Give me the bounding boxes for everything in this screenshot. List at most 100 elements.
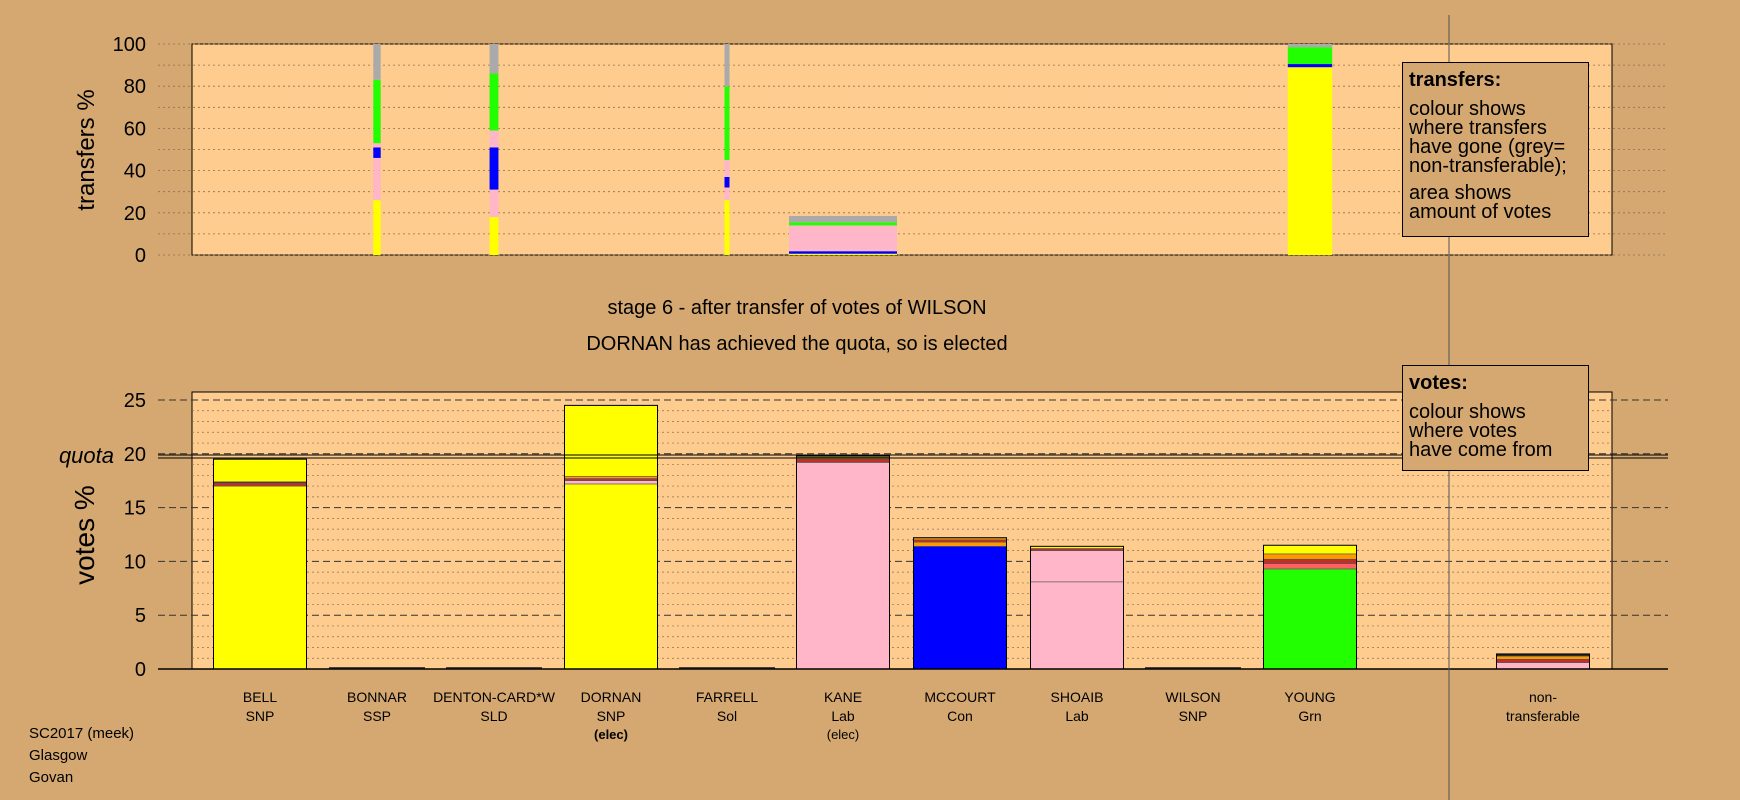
transfers-legend-line: where transfers	[1409, 117, 1547, 139]
transfer-segment	[489, 44, 499, 74]
candidate-name-label: KANE	[824, 689, 862, 705]
vote-segment	[1263, 568, 1357, 670]
transfer-segment	[724, 176, 730, 188]
quota-label: quota	[59, 443, 114, 468]
transfers-legend-line: area shows	[1409, 182, 1512, 204]
votes-plot-area	[191, 391, 1613, 670]
votes-y-tick-label: 0	[135, 659, 146, 681]
transfer-segment	[724, 187, 730, 201]
transfer-segment	[1287, 47, 1333, 65]
candidate-name-label: WILSON	[1165, 689, 1220, 705]
candidate-party-label: SNP	[597, 708, 626, 724]
ward-name: Govan	[29, 769, 74, 786]
transfer-segment	[1287, 67, 1333, 256]
transfer-segment	[489, 130, 499, 148]
vote-segment	[796, 458, 890, 463]
vote-segment	[1263, 563, 1357, 570]
candidate-party-label: Grn	[1298, 708, 1321, 724]
transfers-y-axis-label: transfers %	[73, 89, 100, 210]
vote-segment	[564, 405, 658, 477]
vote-segment	[1263, 553, 1357, 560]
transfer-segment	[373, 200, 381, 255]
candidate-name-label: BELL	[243, 689, 277, 705]
transfers-y-tick-label: 60	[124, 118, 146, 140]
transfers-legend: transfers: colour shows where transfers …	[1402, 62, 1589, 237]
vote-segment	[913, 541, 1007, 547]
transfer-segment	[373, 44, 381, 80]
vote-segment	[1496, 659, 1590, 663]
vote-segment	[913, 546, 1007, 670]
transfer-segment	[373, 143, 381, 148]
transfer-segment	[724, 86, 730, 161]
transfers-legend-title: transfers:	[1409, 69, 1502, 91]
vote-segment	[796, 462, 890, 670]
transfer-segment	[489, 147, 499, 190]
votes-legend-title: votes:	[1409, 372, 1468, 394]
vote-segment	[1030, 548, 1124, 551]
transfers-legend-line: non-transferable);	[1409, 155, 1567, 177]
transfers-y-tick-label: 20	[124, 203, 146, 225]
transfer-segment	[489, 189, 499, 218]
transfer-segment	[724, 160, 730, 177]
vote-segment	[213, 458, 307, 483]
result-title: DORNAN has achieved the quota, so is ele…	[586, 333, 1008, 355]
vote-segment	[564, 480, 658, 485]
candidate-name-label: FARRELL	[696, 689, 758, 705]
vote-segment	[1496, 662, 1590, 670]
votes-y-tick-label: 20	[124, 444, 146, 466]
vote-segment	[564, 476, 658, 479]
vote-segment	[564, 483, 658, 670]
transfer-segment	[489, 217, 499, 255]
candidate-party-label: SLD	[480, 708, 507, 724]
transfer-segment	[373, 147, 381, 158]
vote-segment	[913, 539, 1007, 543]
candidate-status-label: (elec)	[827, 727, 860, 742]
candidate-party-label: Lab	[831, 708, 855, 724]
vote-segment	[1030, 581, 1124, 670]
votes-y-tick-label: 5	[135, 605, 146, 627]
candidate-name-label: non-	[1529, 689, 1557, 705]
votes-legend: votes: colour shows where votes have com…	[1402, 365, 1589, 471]
transfer-segment	[789, 215, 897, 223]
candidate-name-label: SHOAIB	[1051, 689, 1104, 705]
votes-legend-line: colour shows	[1409, 401, 1526, 423]
votes-y-tick-label: 15	[124, 498, 146, 520]
candidate-party-label: Con	[947, 708, 973, 724]
transfer-segment	[1287, 44, 1333, 48]
transfer-segment	[724, 200, 730, 255]
vote-segment	[213, 485, 307, 670]
transfer-segment	[789, 222, 897, 226]
vote-segment	[1263, 558, 1357, 564]
transfer-segment	[373, 170, 381, 201]
candidate-party-label: SNP	[246, 708, 275, 724]
candidate-party-label: SSP	[363, 708, 391, 724]
stage-title: stage 6 - after transfer of votes of WIL…	[607, 297, 987, 319]
candidate-party-label: Lab	[1065, 708, 1089, 724]
candidate-name-label: YOUNG	[1284, 689, 1335, 705]
candidate-name-label: DENTON-CARD*W	[433, 689, 556, 705]
transfer-segment	[373, 79, 381, 144]
transfer-segment	[724, 44, 730, 87]
vote-segment	[1030, 550, 1124, 583]
candidate-party-label: SNP	[1179, 708, 1208, 724]
votes-y-tick-label: 25	[124, 390, 146, 412]
transfers-legend-line: colour shows	[1409, 98, 1526, 120]
votes-legend-line: where votes	[1409, 420, 1517, 442]
candidate-party-label: transferable	[1506, 708, 1580, 724]
candidate-name-label: DORNAN	[581, 689, 642, 705]
candidate-status-label: (elec)	[594, 727, 628, 742]
transfer-segment	[489, 73, 499, 131]
election-footer: SC2017 (meek) Glasgow Govan	[29, 723, 134, 789]
transfer-segment	[789, 225, 897, 252]
votes-legend-line: have come from	[1409, 439, 1553, 461]
election-name: SC2017 (meek)	[29, 725, 135, 742]
vote-segment	[1496, 655, 1590, 660]
council-name: Glasgow	[29, 747, 88, 764]
candidate-name-label: BONNAR	[347, 689, 407, 705]
vote-segment	[1263, 544, 1357, 555]
transfers-legend-line: have gone (grey=	[1409, 136, 1566, 158]
transfer-segment	[1287, 64, 1333, 68]
transfers-y-tick-label: 80	[124, 76, 146, 98]
transfers-legend-line: amount of votes	[1409, 201, 1552, 223]
